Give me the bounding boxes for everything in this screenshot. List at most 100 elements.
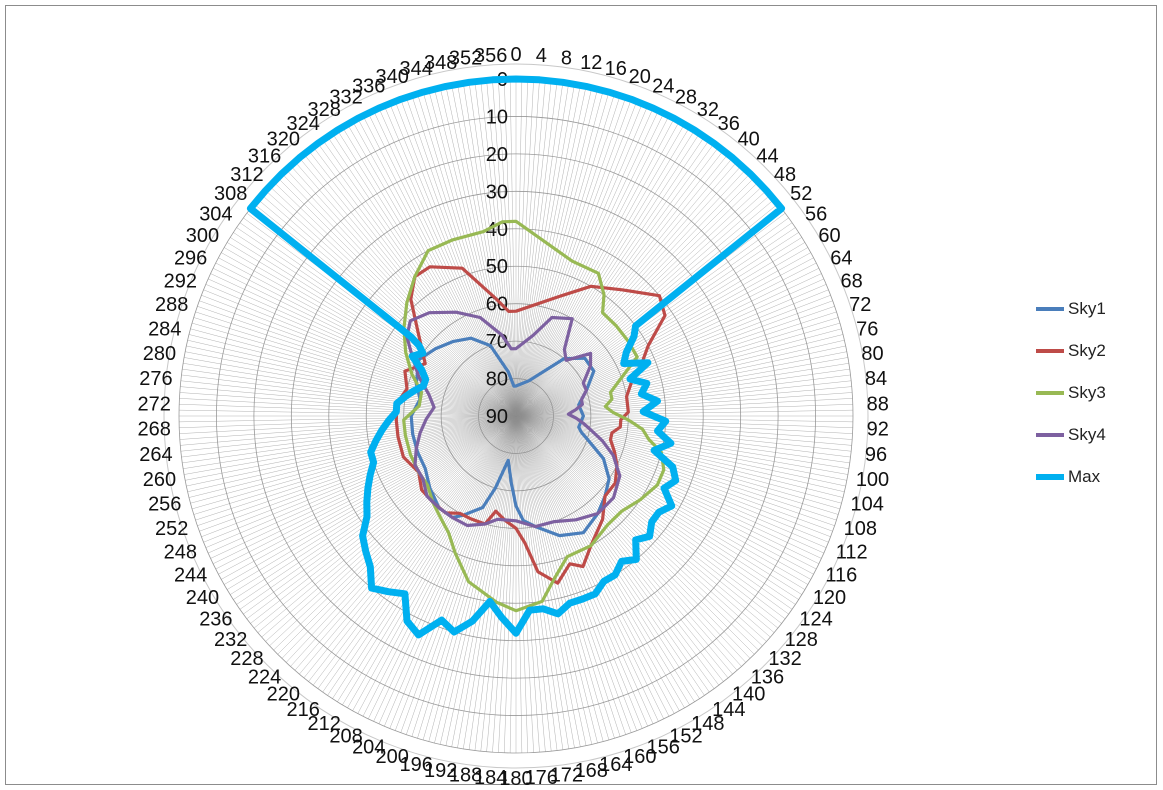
spoke [498,79,517,417]
spoke [286,415,517,663]
spoke [486,415,517,752]
spoke [411,95,517,417]
spoke [515,415,719,686]
angle-tick-label: 68 [841,270,863,292]
spoke [515,150,724,417]
spoke [486,80,517,417]
spoke [210,415,517,559]
spoke [515,415,575,748]
spoke [515,79,523,417]
spoke [515,415,848,475]
spoke [213,268,517,417]
spoke [515,143,715,417]
spoke [179,409,517,417]
spoke [515,415,853,440]
spoke [515,273,822,417]
angle-tick-label: 148 [691,713,724,735]
spoke [515,415,786,619]
spoke [515,415,839,515]
legend: Sky1 Sky2 Sky3 Sky4 Max [1036,288,1156,498]
spoke [515,115,670,417]
spoke [515,357,848,417]
angle-tick-label: 84 [865,368,887,390]
legend-item-sky3: Sky3 [1036,372,1156,414]
spoke [515,284,827,417]
spoke [515,247,808,417]
spoke [322,139,517,417]
spoke [515,257,814,417]
angle-tick-label: 48 [774,164,796,186]
spoke [368,113,517,417]
angle-tick-label: 292 [164,270,197,292]
spoke [515,415,528,753]
spoke [294,161,517,417]
spoke [515,415,771,638]
spoke [515,101,637,417]
spoke [515,80,546,417]
spoke [389,415,517,729]
spoke [515,415,729,679]
spoke [384,415,517,727]
angle-tick-label: 336 [352,75,385,97]
spoke [515,415,782,624]
spoke [515,415,534,753]
spoke [193,415,517,515]
angle-tick-label: 80 [861,343,883,365]
spoke [515,415,710,693]
spoke [515,415,581,747]
spoke [352,121,517,417]
angle-tick-label: 232 [214,629,247,651]
spoke [515,82,564,417]
angle-tick-label: 12 [580,52,602,74]
angle-tick-label: 248 [164,542,197,564]
angle-tick-label: 36 [718,113,740,135]
angle-tick-label: 288 [155,294,188,316]
spoke [236,227,517,417]
angle-tick-label: 104 [851,494,884,516]
spoke [261,415,517,638]
spoke [515,415,842,504]
spoke [515,217,789,417]
spoke [480,80,517,417]
spoke [515,84,575,417]
angle-tick-label: 128 [785,629,818,651]
spoke [180,415,517,446]
spoke [515,415,763,646]
spoke [290,415,517,667]
angle-tick-label: 284 [148,318,181,340]
spoke [205,415,517,548]
spoke [515,121,680,417]
spoke [515,386,852,417]
angle-tick-label: 112 [836,542,868,564]
spoke [190,328,517,417]
spoke [428,415,517,742]
spoke [515,345,846,417]
angle-tick-label: 44 [756,146,778,168]
spoke [342,415,517,705]
angle-tick-label: 272 [138,393,171,415]
angle-tick-label: 132 [768,648,801,670]
spoke [515,328,842,417]
spoke [253,203,517,417]
spoke [188,334,517,417]
angle-tick-label: 60 [818,225,840,247]
spoke [515,95,621,417]
angle-tick-label: 52 [790,183,812,205]
spoke [515,415,733,675]
spoke [515,222,793,417]
spoke [515,161,738,417]
spoke [515,194,771,417]
spoke [515,99,632,417]
angle-tick-label: 260 [143,469,176,491]
angle-tick-label: 252 [155,518,188,540]
radial-tick-label: 30 [486,181,508,203]
spoke [515,79,534,417]
spoke [515,415,802,595]
spoke [515,108,654,417]
spoke [233,232,517,417]
spoke [515,103,643,417]
spoke [187,415,517,492]
spoke [184,415,517,475]
spoke [440,87,517,417]
spoke [480,415,517,752]
